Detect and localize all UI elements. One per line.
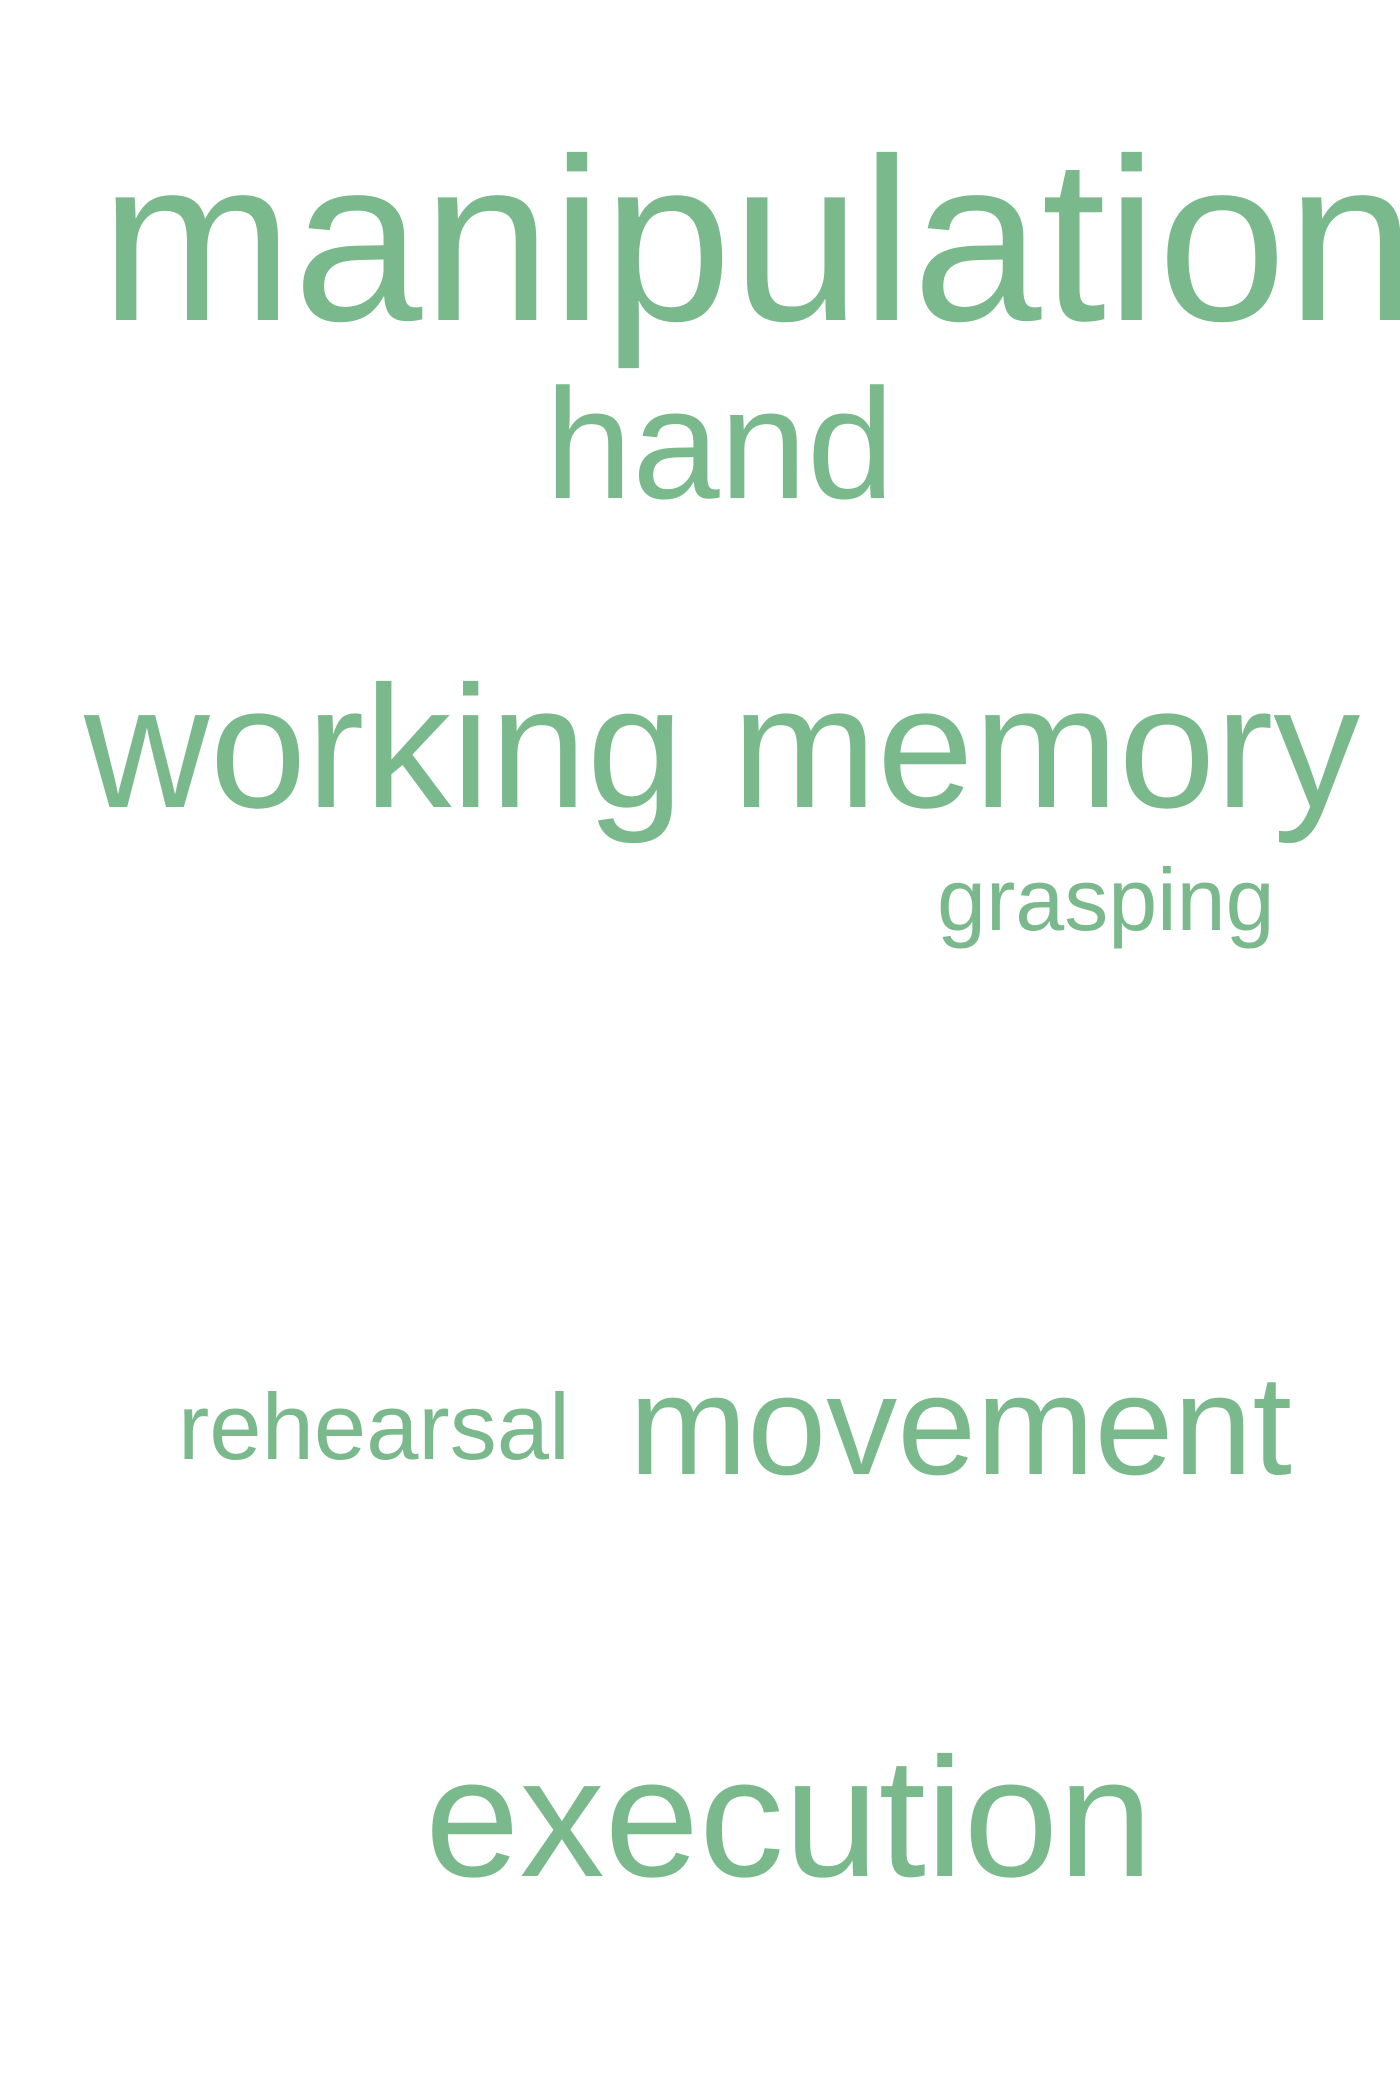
word-execution: execution [425,1723,1153,1913]
word-grasping: grasping [937,850,1275,949]
word-manipulation: manipulation [100,111,1400,370]
word-rehearsal: rehearsal [178,1374,570,1479]
word-hand: hand [545,357,895,532]
word-working-memory: working memory [84,649,1361,844]
word-movement: movement [629,1346,1292,1505]
